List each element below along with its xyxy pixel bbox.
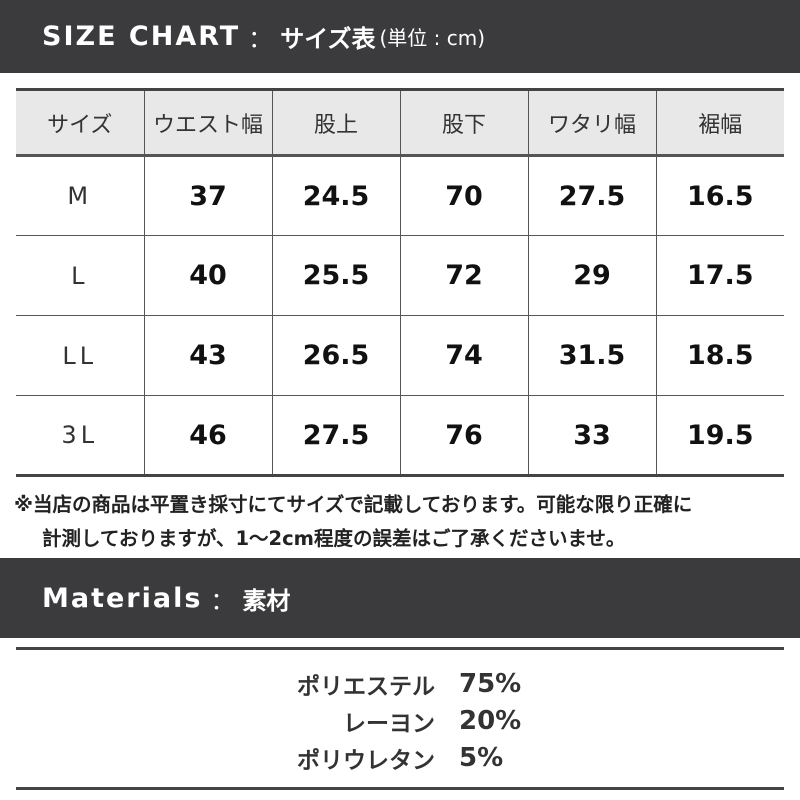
measurement-cell: 25.5	[271, 235, 400, 316]
table-header-row: サイズ ウエスト幅 股上 股下 ワタリ幅 裾幅	[16, 89, 784, 156]
measurement-cell: 18.5	[655, 315, 784, 396]
measurement-cell: 72	[399, 235, 528, 316]
table-row: LL 43 26.5 74 31.5 18.5	[16, 315, 784, 396]
measurement-cell: 70	[399, 155, 528, 236]
table-row: L 40 25.5 72 29 17.5	[16, 235, 784, 316]
measurement-cell: 74	[399, 315, 528, 396]
measurement-cell: 27.5	[527, 155, 656, 236]
measurement-cell: 16.5	[655, 155, 784, 236]
measurement-cell: 29	[527, 235, 656, 316]
note-line: ※当店の商品は平置き採寸にてサイズで記載しております。可能な限り正確に	[14, 493, 693, 516]
measurement-cell: 43	[143, 315, 272, 396]
material-percent: 75%	[459, 668, 522, 699]
materials-title-jp: 素材	[242, 586, 291, 615]
measurement-cell: 31.5	[527, 315, 656, 396]
materials-header: Materials ： 素材	[0, 558, 800, 638]
column-header: ワタリ幅	[527, 89, 656, 156]
material-percent: 20%	[459, 705, 522, 736]
unit-label: (単位 : cm)	[379, 26, 486, 50]
material-name: ポリエステル	[297, 673, 435, 700]
measurement-cell: 40	[143, 235, 272, 316]
material-item: レーヨン 20%	[0, 702, 800, 739]
divider	[16, 647, 784, 650]
size-chart-title-en: SIZE CHART	[42, 21, 241, 52]
measurement-cell: 26.5	[271, 315, 400, 396]
size-cell: 3L	[61, 421, 99, 449]
material-name: ポリウレタン	[297, 747, 435, 774]
material-item: ポリエステル 75%	[0, 665, 800, 702]
divider	[16, 787, 784, 790]
title-separator: ：	[210, 586, 235, 615]
materials-title-en: Materials	[42, 582, 203, 614]
size-cell: M	[67, 182, 93, 210]
measurement-cell: 76	[399, 395, 528, 476]
measurement-cell: 46	[143, 395, 272, 476]
measurement-note: ※当店の商品は平置き採寸にてサイズで記載しております。可能な限り正確に 計測して…	[14, 488, 794, 556]
size-cell: LL	[62, 341, 98, 370]
size-table: サイズ ウエスト幅 股上 股下 ワタリ幅 裾幅 M 37 24.5 70 27.5 16.…	[16, 88, 784, 477]
column-header: 股上	[271, 89, 400, 156]
measurement-cell: 33	[527, 395, 656, 476]
column-header: 裾幅	[655, 89, 784, 156]
material-item: ポリウレタン 5%	[0, 739, 800, 776]
column-header: サイズ	[47, 112, 113, 138]
measurement-cell: 24.5	[271, 155, 400, 236]
column-header: ウエスト幅	[143, 89, 272, 156]
size-chart-title-jp: サイズ表	[280, 25, 376, 53]
column-header: 股下	[399, 89, 528, 156]
size-chart-header: SIZE CHART ： サイズ表 (単位 : cm)	[0, 0, 800, 73]
table-row: 3L 46 27.5 76 33 19.5	[16, 395, 784, 476]
size-cell: L	[71, 261, 89, 290]
title-separator: ：	[248, 25, 273, 53]
measurement-cell: 37	[143, 155, 272, 236]
measurement-cell: 19.5	[655, 395, 784, 476]
material-name: レーヨン	[343, 710, 435, 737]
measurement-cell: 27.5	[271, 395, 400, 476]
note-line: 計測しておりますが、1〜2cm程度の誤差はご了承くださいませ。	[42, 527, 626, 550]
table-row: M 37 24.5 70 27.5 16.5	[16, 155, 784, 236]
measurement-cell: 17.5	[655, 235, 784, 316]
material-percent: 5%	[459, 742, 504, 773]
materials-list: ポリエステル 75% レーヨン 20% ポリウレタン 5%	[0, 665, 800, 776]
